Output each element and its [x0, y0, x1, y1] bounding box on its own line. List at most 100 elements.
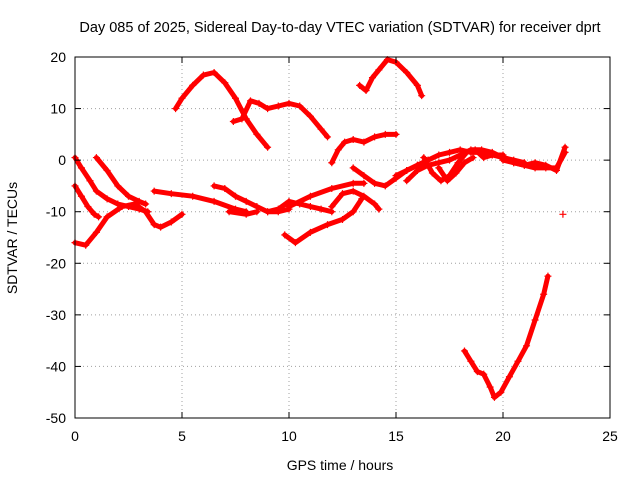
x-tick-label: 15 — [388, 428, 404, 444]
data-point — [317, 125, 325, 133]
plot-frame — [74, 56, 611, 419]
data-point — [189, 81, 197, 89]
data-point — [339, 190, 346, 198]
y-tick-label: 0 — [58, 152, 66, 168]
data-point — [306, 203, 314, 211]
data-point — [306, 192, 314, 200]
data-point — [531, 316, 539, 324]
series-arc8 — [229, 97, 332, 141]
data-point — [488, 151, 496, 159]
data-point — [157, 223, 165, 231]
data-point — [90, 210, 98, 218]
data-point — [356, 81, 364, 89]
data-point — [274, 102, 282, 110]
data-point — [510, 159, 518, 167]
data-point — [86, 177, 94, 185]
y-tick-label: -30 — [46, 307, 66, 323]
data-point — [375, 205, 383, 213]
series-arc11 — [281, 195, 366, 247]
data-point — [349, 187, 357, 195]
data-point — [403, 177, 411, 185]
data-point — [454, 159, 462, 167]
data-point — [403, 68, 411, 76]
data-point — [505, 373, 513, 381]
data-point — [349, 208, 357, 216]
data-point — [150, 187, 158, 195]
data-point — [499, 156, 507, 164]
data-point — [471, 146, 479, 154]
data-point — [403, 166, 411, 174]
data-point — [341, 138, 349, 146]
data-point — [452, 169, 460, 177]
data-point — [334, 146, 342, 154]
data-point — [178, 94, 186, 102]
data-point — [77, 192, 85, 200]
data-point — [306, 112, 314, 120]
data-point — [221, 79, 229, 87]
data-point — [392, 130, 400, 138]
data-point — [221, 185, 229, 193]
data-point — [210, 197, 218, 205]
data-point — [306, 228, 314, 236]
series-line — [329, 188, 382, 212]
data-series — [71, 56, 569, 401]
data-point — [553, 166, 560, 174]
data-point — [92, 228, 100, 236]
series-point1 — [559, 210, 567, 218]
data-point — [135, 197, 143, 205]
data-point — [437, 177, 445, 185]
data-point — [497, 388, 505, 396]
chart-title: Day 085 of 2025, Sidereal Day-to-day VTE… — [79, 20, 600, 36]
data-point — [264, 105, 272, 113]
data-point — [232, 192, 239, 200]
data-point — [381, 130, 389, 138]
data-point — [349, 136, 357, 144]
data-point — [469, 154, 477, 162]
data-point — [460, 159, 468, 167]
data-point — [435, 151, 443, 159]
data-point — [392, 172, 400, 180]
data-point — [291, 239, 299, 247]
data-point — [296, 102, 304, 110]
data-point — [253, 208, 261, 216]
series-arc12 — [285, 179, 368, 211]
data-point — [413, 166, 421, 174]
data-point — [103, 213, 111, 221]
x-tick-label: 25 — [602, 428, 618, 444]
data-point — [360, 179, 368, 187]
data-point — [285, 99, 293, 107]
data-point — [242, 197, 250, 205]
data-point — [118, 203, 126, 211]
data-point — [172, 105, 180, 113]
data-point — [317, 205, 325, 213]
data-point — [274, 205, 282, 213]
grid — [75, 57, 610, 418]
data-point — [360, 172, 368, 180]
data-point — [460, 347, 468, 355]
data-point — [167, 218, 175, 226]
data-point — [381, 182, 389, 190]
data-point — [362, 87, 370, 95]
data-point — [242, 210, 250, 218]
data-point — [324, 133, 332, 141]
data-point — [544, 272, 552, 280]
series-arc13 — [328, 187, 383, 213]
series-arc22 — [499, 143, 569, 174]
data-point — [328, 185, 336, 193]
data-point — [167, 190, 175, 198]
data-point — [413, 81, 421, 89]
data-point — [559, 210, 567, 218]
data-point — [368, 74, 376, 82]
y-tick-label: -10 — [46, 204, 66, 220]
data-point — [77, 164, 85, 172]
data-point — [84, 203, 92, 211]
data-point — [199, 71, 207, 79]
data-point — [486, 383, 494, 391]
data-point — [473, 368, 481, 376]
data-point — [523, 342, 531, 350]
data-point — [360, 138, 368, 146]
data-point — [446, 148, 453, 156]
data-point — [371, 200, 379, 208]
data-point — [210, 182, 218, 190]
